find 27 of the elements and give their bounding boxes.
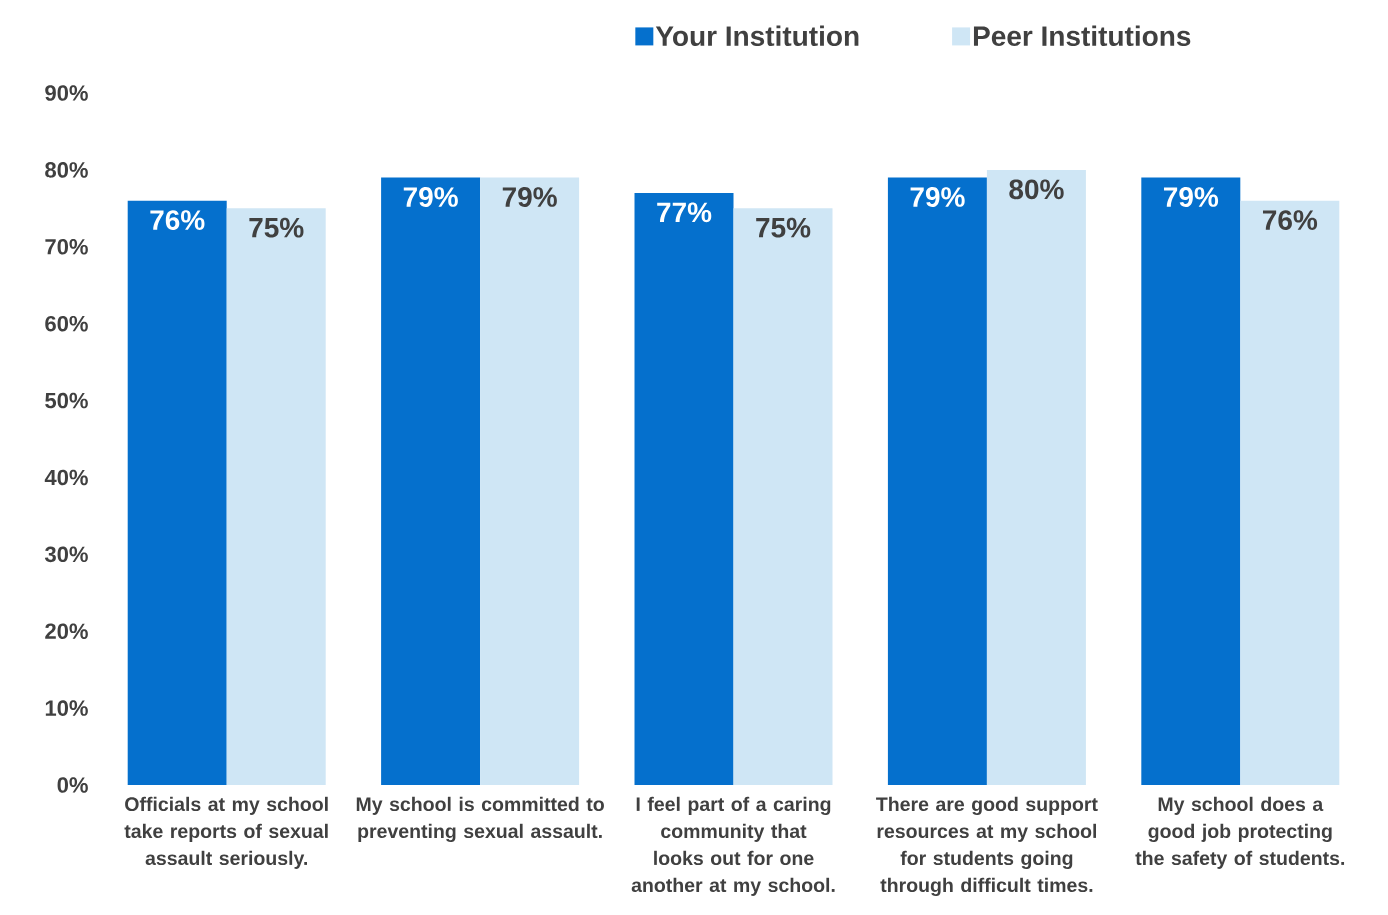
x-tick-label: My school is committed to preventing sexual assault. xyxy=(356,796,604,843)
x-tick-label: Officials at my school take reports of sexual assault seriously. xyxy=(124,796,328,869)
y-tick-label: 50% xyxy=(45,392,88,409)
y-tick-label: 30% xyxy=(44,546,88,563)
x-tick-label: My school does a good job protecting the safety of students. xyxy=(1135,796,1345,869)
data-label: 77% xyxy=(657,202,712,223)
data-label: 79% xyxy=(403,187,458,207)
y-tick-label: 40% xyxy=(44,469,88,486)
data-label: 75% xyxy=(756,217,811,238)
legend-label: Your Institution xyxy=(655,25,859,47)
x-tick-label: There are good support resources at my school for students going through difficult times. xyxy=(876,796,1098,897)
y-tick-label: 60% xyxy=(45,315,88,332)
y-tick-label: 20% xyxy=(45,623,88,640)
y-tick-label: 70% xyxy=(45,238,88,255)
x-tick-label: I feel part of a caring community that looks out for one another at my school. xyxy=(631,796,835,896)
data-label: 80% xyxy=(1009,179,1064,200)
y-tick-label: 90% xyxy=(45,85,88,101)
y-tick-label: 10% xyxy=(45,700,88,716)
legend-label: Peer Institutions xyxy=(973,25,1191,47)
y-tick-label: 80% xyxy=(45,162,88,178)
y-tick-label: 0% xyxy=(57,777,88,793)
data-label: 75% xyxy=(249,217,304,238)
data-label: 79% xyxy=(910,187,965,207)
data-label: 79% xyxy=(502,187,557,207)
data-label: 79% xyxy=(1163,187,1219,207)
data-label: 76% xyxy=(150,210,205,230)
data-label: 76% xyxy=(1262,210,1318,230)
